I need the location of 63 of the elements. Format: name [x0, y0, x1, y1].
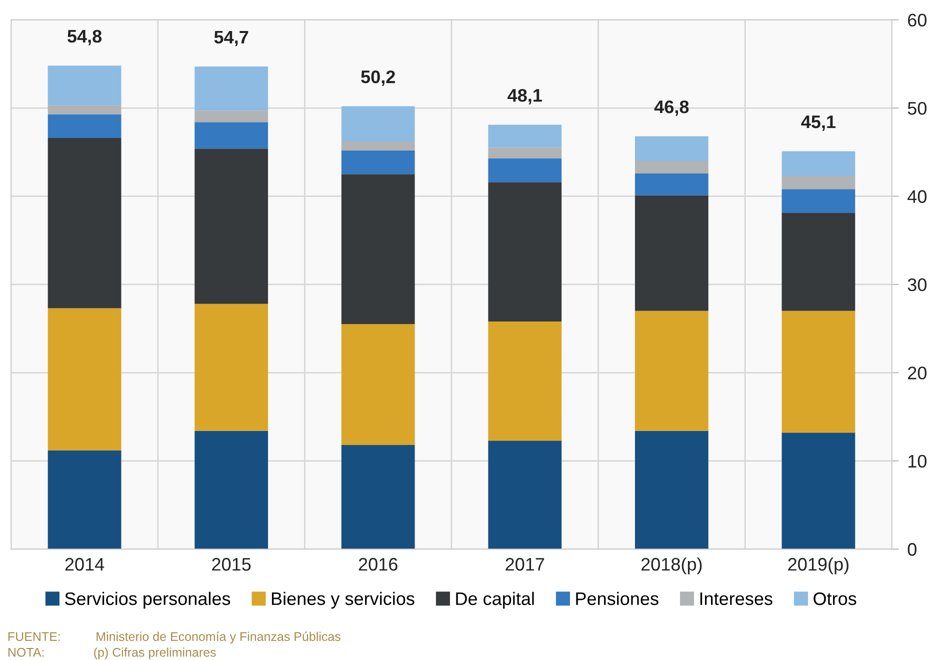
y-tick-label: 60 [908, 14, 926, 27]
y-tick-label: 10 [908, 454, 926, 468]
total-label: 54,8 [68, 30, 102, 46]
y-tick-label: 50 [908, 102, 926, 115]
bar [782, 189, 856, 213]
bar [488, 124, 562, 148]
bar [634, 430, 708, 550]
bar [488, 148, 562, 158]
y-tick-label: 20 [908, 366, 926, 380]
bar [782, 151, 856, 176]
bar [194, 66, 268, 111]
y-tick-label: 0 [908, 543, 916, 556]
bar [782, 432, 856, 550]
x-tick-label: 2018(p) [641, 557, 702, 574]
total-label: 46,8 [654, 100, 689, 116]
y-tick-label: 30 [908, 278, 926, 292]
legend-label: Servicios personales [65, 592, 230, 609]
bar [341, 106, 415, 142]
total-label: 45,1 [801, 116, 836, 131]
x-tick-label: 2019(p) [788, 557, 848, 574]
total-label: 48,1 [508, 88, 542, 104]
text: NOTA: (p) Cifras preliminares [8, 648, 216, 660]
bar [48, 138, 122, 308]
bar [634, 195, 708, 311]
bar [634, 173, 708, 196]
bar [782, 310, 856, 433]
bar [48, 66, 122, 106]
x-tick-label: 2014 [65, 558, 104, 571]
legend-label: Intereses [700, 592, 772, 606]
bar [194, 122, 268, 149]
bar [782, 213, 856, 311]
bar [488, 440, 562, 550]
total-label: 54,7 [214, 30, 248, 46]
bar [782, 176, 856, 190]
bar [48, 450, 122, 550]
total-label: 50,2 [361, 70, 395, 86]
legend-label: Otros [814, 592, 856, 606]
bar [634, 310, 708, 431]
bar [48, 105, 122, 114]
bar [488, 182, 562, 322]
bar [194, 430, 268, 550]
bar [48, 114, 122, 138]
bar [341, 445, 415, 550]
bar [341, 324, 415, 446]
bar [341, 142, 415, 150]
x-tick-label: 2015 [212, 558, 251, 571]
legend-label: Pensiones [576, 592, 658, 606]
legend-label: De capital [456, 592, 534, 609]
bar [194, 110, 268, 122]
y-tick-label: 40 [908, 190, 926, 203]
x-tick-label: 2016 [358, 558, 398, 571]
legend-label: Bienes y servicios [272, 592, 414, 609]
x-tick-label: 2017 [506, 558, 544, 571]
bar [488, 322, 562, 441]
bar [488, 158, 562, 182]
bar [341, 174, 415, 324]
bar [634, 160, 708, 174]
bar [194, 148, 268, 304]
bar [48, 308, 122, 450]
source-note: FUENTE: Ministerio de Economía y Finanzas Públicas [8, 632, 340, 644]
bar [341, 150, 415, 174]
bar [634, 136, 708, 161]
bar [194, 304, 268, 431]
